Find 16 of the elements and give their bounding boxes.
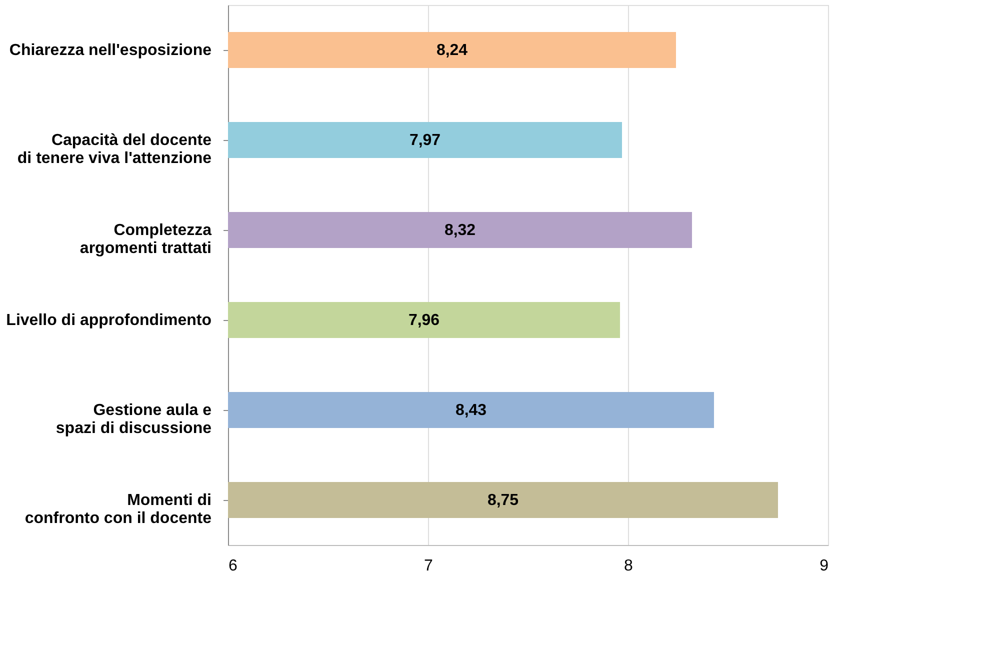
- y-tick-label: Capacità del docente di tenere viva l'attenzione: [17, 132, 212, 167]
- x-tick-label: 6: [228, 558, 238, 574]
- x-tick-label: 7: [424, 558, 434, 574]
- y-tick-label: Momenti di confronto con il docente: [24, 492, 212, 527]
- x-tick-label: 9: [820, 558, 829, 574]
- data-label: 7,96: [408, 312, 440, 329]
- data-label: 7,97: [409, 132, 441, 149]
- data-label: 8,24: [436, 42, 468, 59]
- y-tick-label: Chiarezza nell'esposizione: [9, 42, 212, 59]
- data-label: 8,75: [487, 492, 519, 509]
- data-label: 8,32: [444, 222, 476, 239]
- data-label: 8,43: [455, 402, 487, 419]
- x-tick-label: 8: [624, 558, 634, 574]
- y-tick-label: Gestione aula e spazi di discussione: [56, 402, 212, 437]
- y-tick-label: Livello di approfondimento: [6, 312, 212, 329]
- y-tick-label: Completezza argomenti trattati: [80, 222, 212, 257]
